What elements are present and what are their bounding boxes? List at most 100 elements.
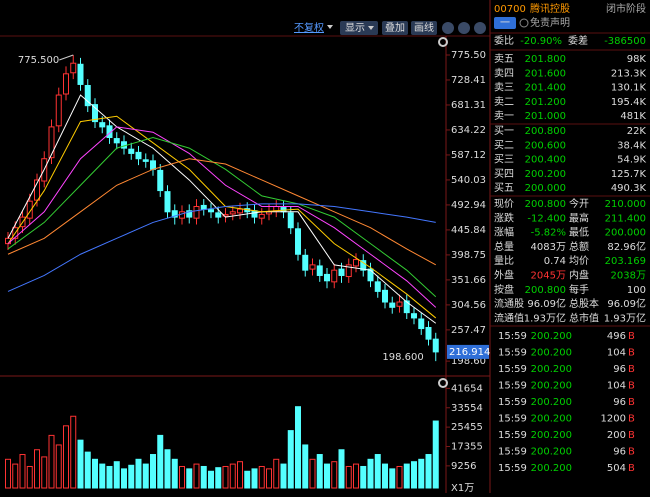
volume-bar bbox=[164, 449, 171, 489]
y-tick-label: 257.47 bbox=[451, 325, 486, 336]
volume-bar bbox=[186, 468, 193, 489]
button[interactable] bbox=[411, 21, 437, 35]
candle-body bbox=[84, 85, 91, 107]
level-price: 201.200 bbox=[525, 97, 566, 108]
candle-body bbox=[157, 169, 164, 192]
level-size: 481K bbox=[620, 111, 646, 122]
trade-time: 15:59 bbox=[498, 364, 527, 375]
volume-unit: X1万 bbox=[451, 483, 474, 493]
y-tick-label: 41654 bbox=[451, 383, 483, 394]
stat-value: 200.000 bbox=[605, 228, 646, 239]
level-price: 201.000 bbox=[525, 111, 566, 122]
candle-body bbox=[396, 301, 403, 307]
moving-average bbox=[7, 136, 437, 298]
trade-time: 15:59 bbox=[498, 430, 527, 441]
volume-bar bbox=[41, 456, 48, 489]
stat-label: 涨幅 bbox=[494, 226, 514, 239]
button[interactable] bbox=[494, 17, 516, 29]
settings-icon[interactable] bbox=[438, 37, 448, 47]
volume-bar bbox=[142, 463, 149, 489]
candle-body bbox=[121, 141, 127, 149]
trade-size: 496 bbox=[607, 331, 626, 342]
trade-price: 200.200 bbox=[531, 414, 572, 425]
stat-label: 均价 bbox=[569, 255, 589, 267]
candle-body bbox=[142, 159, 149, 162]
candle-body bbox=[186, 210, 193, 218]
toolbar-option[interactable]: 不复权 bbox=[294, 21, 324, 34]
zoom-out-button[interactable] bbox=[474, 22, 486, 34]
trade-price: 200.200 bbox=[531, 381, 572, 392]
volume-bar bbox=[389, 468, 396, 489]
trade-side: B bbox=[628, 447, 635, 458]
level-label: 买一 bbox=[494, 125, 514, 137]
stat-value: 2038万 bbox=[611, 271, 646, 282]
trade-size: 104 bbox=[607, 381, 626, 392]
volume-bar bbox=[135, 458, 142, 489]
candle-body bbox=[316, 265, 323, 276]
volume-bar bbox=[258, 465, 265, 489]
candle-body bbox=[128, 148, 135, 154]
stat-value: 100 bbox=[627, 285, 646, 296]
button-label: 一 bbox=[500, 18, 510, 29]
level-price: 200.600 bbox=[525, 140, 566, 151]
candle-body bbox=[374, 281, 381, 292]
level-label: 买二 bbox=[494, 139, 514, 151]
volume-bar bbox=[345, 465, 352, 489]
level-size: 98K bbox=[627, 54, 647, 65]
stat-value: 1.93万亿 bbox=[524, 311, 566, 324]
volume-bar bbox=[157, 434, 164, 489]
disclaimer-link[interactable]: 免责声明 bbox=[530, 16, 570, 29]
volume-bar bbox=[5, 458, 11, 489]
volume-bar bbox=[200, 465, 207, 489]
candle-body bbox=[345, 264, 352, 278]
button-label: 叠加 bbox=[385, 22, 405, 34]
settings-icon[interactable] bbox=[438, 378, 448, 388]
volume-bar bbox=[425, 454, 432, 489]
market-status: 闭市阶段 bbox=[606, 2, 646, 15]
level-size: 54.9K bbox=[617, 155, 646, 166]
volume-bar bbox=[106, 465, 113, 489]
trade-price: 200.200 bbox=[531, 397, 572, 408]
button[interactable] bbox=[340, 21, 378, 35]
level-size: 195.4K bbox=[611, 97, 647, 108]
candle-body bbox=[135, 151, 142, 160]
trade-time: 15:59 bbox=[498, 414, 527, 425]
zoom-in-button[interactable] bbox=[458, 22, 470, 34]
dropdown-arrow bbox=[327, 25, 333, 29]
stat-value: 96.09亿 bbox=[607, 297, 646, 310]
volume-bar bbox=[193, 463, 200, 489]
volume-bar bbox=[229, 463, 236, 489]
stat-label: 今开 bbox=[569, 197, 589, 210]
candle-body bbox=[171, 210, 178, 218]
y-tick-label: 9256 bbox=[451, 461, 476, 472]
nav-button[interactable] bbox=[442, 22, 454, 34]
level-price: 200.800 bbox=[525, 126, 566, 137]
stat-value: 82.96亿 bbox=[607, 240, 646, 253]
radio[interactable] bbox=[519, 18, 529, 28]
candle-body bbox=[215, 212, 222, 218]
volume-bar bbox=[251, 468, 258, 489]
level-label: 买四 bbox=[494, 168, 514, 180]
volume-bar bbox=[222, 465, 229, 489]
ratio-label: 委比 bbox=[494, 34, 514, 47]
stat-label: 总市值 bbox=[569, 311, 599, 324]
stat-value: 96.09亿 bbox=[527, 297, 566, 310]
level-label: 卖五 bbox=[494, 53, 514, 65]
stat-value: 210.000 bbox=[605, 199, 646, 210]
volume-bar bbox=[150, 454, 156, 489]
level-label: 卖四 bbox=[494, 67, 514, 79]
last-price: 216.914 bbox=[449, 347, 490, 358]
stat-value: 0.74 bbox=[544, 256, 566, 267]
moving-average bbox=[7, 158, 436, 266]
y-tick-label: 540.03 bbox=[451, 175, 486, 186]
candle-body bbox=[418, 318, 425, 330]
candle-body bbox=[193, 205, 200, 219]
volume-bar bbox=[331, 461, 338, 489]
candle-body bbox=[179, 211, 185, 219]
volume-bar bbox=[353, 463, 359, 489]
button[interactable] bbox=[382, 21, 408, 35]
trade-price: 200.200 bbox=[531, 348, 572, 359]
trade-side: B bbox=[628, 463, 635, 474]
candle-body bbox=[295, 228, 301, 255]
stock-name: 腾讯控股 bbox=[530, 2, 570, 15]
